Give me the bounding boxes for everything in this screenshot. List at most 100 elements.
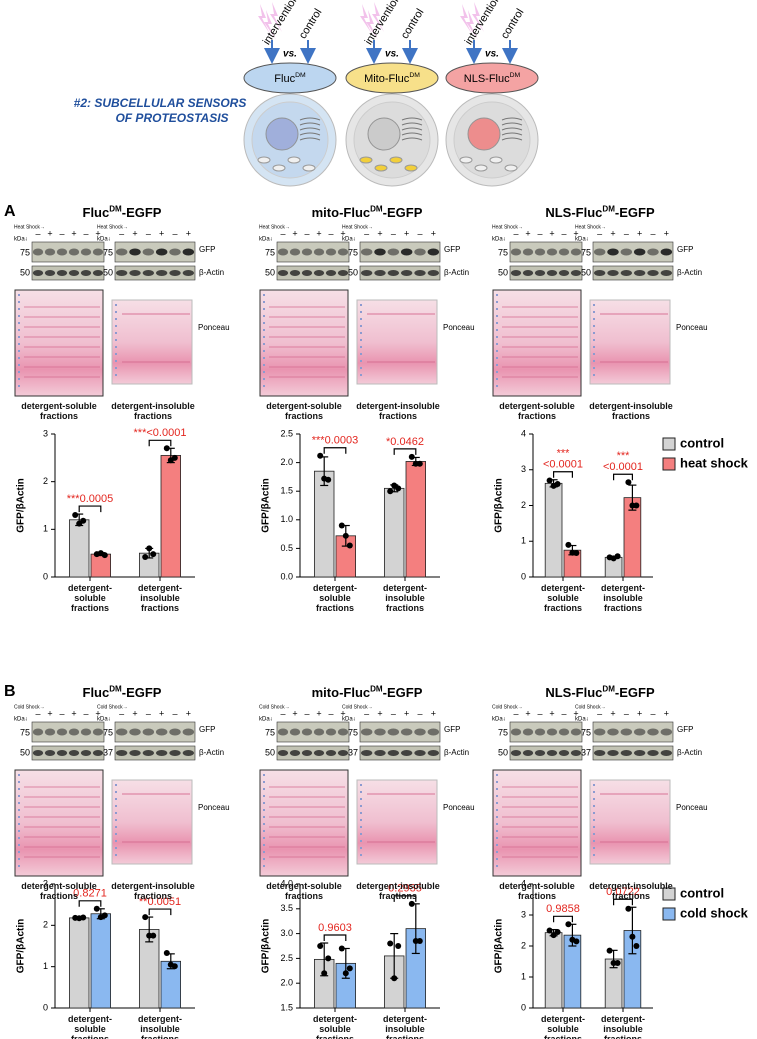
actin-label: β-Actin bbox=[199, 268, 224, 277]
lane-label: – bbox=[513, 228, 518, 238]
data-point bbox=[325, 955, 332, 962]
band bbox=[620, 728, 633, 736]
y-tick-label: 2 bbox=[521, 500, 526, 510]
significance-bracket bbox=[613, 473, 633, 481]
treatment-label: Heat Shock→ bbox=[259, 224, 290, 230]
data-point bbox=[146, 545, 153, 552]
er bbox=[501, 127, 523, 131]
actin-blot bbox=[114, 265, 196, 281]
band bbox=[92, 270, 104, 276]
sensor-ellipse bbox=[243, 62, 337, 94]
title-part: DM bbox=[370, 205, 383, 214]
lane-label: – bbox=[391, 228, 396, 238]
title-part: DM bbox=[602, 685, 615, 694]
er bbox=[501, 132, 523, 136]
significance-bracket bbox=[393, 448, 417, 455]
ponceau-label: Ponceau bbox=[443, 803, 475, 812]
band bbox=[558, 270, 570, 276]
organelle bbox=[374, 164, 388, 172]
band bbox=[570, 248, 582, 256]
kda-label: kDa↓ bbox=[342, 237, 356, 243]
lane-label: + bbox=[664, 708, 669, 718]
kda-label: kDa↓ bbox=[14, 717, 28, 723]
y-tick-label: 1 bbox=[521, 971, 526, 981]
data-point bbox=[625, 905, 632, 912]
er bbox=[501, 122, 523, 126]
band bbox=[387, 750, 400, 756]
x-tick-label: detergent-soluble fractions bbox=[312, 583, 357, 613]
band bbox=[313, 270, 325, 276]
significance-bracket bbox=[148, 908, 172, 916]
data-point bbox=[606, 947, 613, 954]
band bbox=[633, 728, 646, 736]
actin-blot bbox=[592, 745, 674, 761]
bar bbox=[90, 553, 112, 578]
band bbox=[660, 728, 673, 736]
band bbox=[337, 728, 349, 736]
fraction-label: detergent-insoluble fractions bbox=[111, 401, 195, 421]
marker-label: 50 bbox=[20, 267, 30, 277]
band bbox=[142, 750, 155, 756]
significance-label: *** bbox=[617, 450, 631, 462]
band bbox=[80, 270, 92, 276]
lane-label: – bbox=[146, 228, 151, 238]
band bbox=[400, 270, 413, 276]
treatment-label: Cold Shock→ bbox=[259, 704, 290, 710]
significance-bracket bbox=[78, 900, 102, 907]
y-tick-label: 0 bbox=[521, 571, 526, 581]
lane-label: + bbox=[159, 708, 164, 718]
actin-blot bbox=[359, 745, 441, 761]
data-point bbox=[387, 488, 394, 495]
significance-label: ***<0.0001 bbox=[134, 427, 187, 439]
lane-label: + bbox=[525, 708, 530, 718]
gfp-blot bbox=[359, 721, 441, 743]
lane-label: – bbox=[304, 708, 309, 718]
lane-label: + bbox=[316, 228, 321, 238]
actin-blot bbox=[276, 745, 350, 761]
lane-label: – bbox=[597, 228, 602, 238]
title-part: Fluc bbox=[83, 205, 110, 220]
band bbox=[620, 750, 633, 756]
band bbox=[522, 270, 534, 276]
title-part: DM bbox=[370, 685, 383, 694]
lane-label: – bbox=[537, 228, 542, 238]
band bbox=[427, 270, 440, 276]
significance-bracket bbox=[323, 934, 347, 942]
data-point bbox=[342, 532, 349, 539]
band bbox=[558, 750, 570, 756]
lane-label: + bbox=[610, 228, 615, 238]
er bbox=[299, 132, 321, 136]
band bbox=[593, 728, 606, 736]
y-tick-label: 4 bbox=[521, 878, 526, 888]
band bbox=[115, 248, 128, 256]
title-part: DM bbox=[295, 72, 306, 79]
kda-label: kDa↓ bbox=[259, 237, 273, 243]
lane-label: – bbox=[35, 708, 40, 718]
title-part: Fluc bbox=[274, 73, 295, 85]
title: NLS-FlucDM-EGFP bbox=[545, 205, 655, 221]
band bbox=[142, 728, 155, 736]
data-point bbox=[72, 512, 79, 519]
band bbox=[427, 728, 440, 736]
band bbox=[660, 750, 673, 756]
title: Mito-FlucDM bbox=[364, 72, 420, 85]
title: FlucDM bbox=[274, 72, 306, 85]
band bbox=[660, 270, 673, 276]
data-point bbox=[150, 932, 157, 939]
significance-bracket bbox=[393, 895, 417, 902]
er bbox=[299, 127, 321, 131]
marker-label: 37 bbox=[348, 747, 358, 757]
actin-blot bbox=[31, 745, 105, 761]
data-point bbox=[633, 943, 640, 949]
band bbox=[80, 750, 92, 756]
lane-label: – bbox=[597, 708, 602, 718]
marker-label: 50 bbox=[348, 267, 358, 277]
actin-blot bbox=[114, 745, 196, 761]
band bbox=[387, 270, 400, 276]
band bbox=[129, 728, 141, 736]
y-tick-label: 2.5 bbox=[280, 428, 293, 438]
band bbox=[182, 248, 195, 256]
significance-bracket bbox=[148, 439, 172, 447]
band bbox=[142, 270, 155, 276]
lane-label: + bbox=[71, 708, 76, 718]
